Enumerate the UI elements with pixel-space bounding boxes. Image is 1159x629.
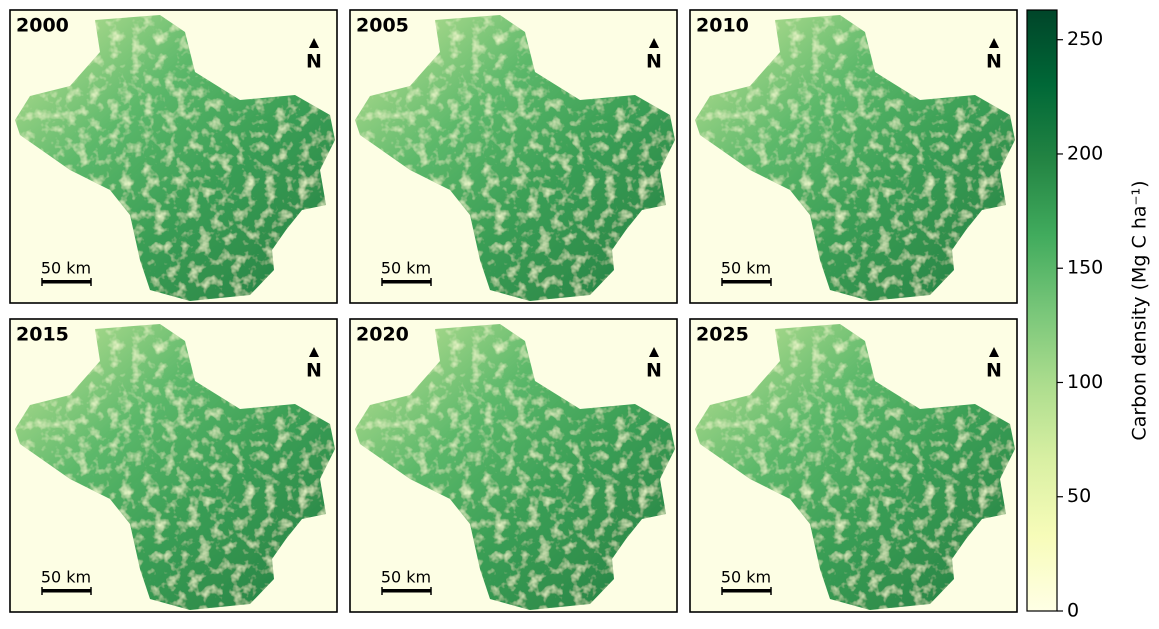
scale-bar: [722, 589, 771, 593]
north-label: N: [306, 360, 322, 382]
north-label: N: [646, 360, 662, 382]
scale-bar: [42, 280, 91, 284]
colorbar-label: Carbon density (Mg C ha⁻¹): [1129, 180, 1151, 440]
colorbar-tick-label: 150: [1067, 257, 1103, 279]
scale-label: 50 km: [381, 568, 431, 587]
panel-frame: [689, 318, 1018, 613]
year-label: 2000: [16, 15, 69, 37]
north-label: N: [646, 51, 662, 73]
scale-label: 50 km: [721, 568, 771, 587]
panel-frame: [349, 318, 678, 613]
scale-bar: [42, 589, 91, 593]
year-label: 2020: [356, 324, 409, 346]
scale-bar: [382, 280, 431, 284]
colorbar-tick-label: 100: [1067, 371, 1103, 393]
colorbar: [1026, 9, 1058, 612]
north-label: N: [986, 51, 1002, 73]
map-panel: 2000 N 50 km: [9, 9, 338, 304]
north-arrow: [649, 38, 659, 48]
map-panel: 2005 N 50 km: [349, 9, 678, 304]
colorbar-tick-label: 0: [1067, 600, 1079, 622]
north-arrow: [649, 347, 659, 357]
north-label: N: [986, 360, 1002, 382]
north-arrow: [989, 38, 999, 48]
scale-bar: [722, 280, 771, 284]
north-arrow: [309, 38, 319, 48]
scale-label: 50 km: [41, 568, 91, 587]
scale-label: 50 km: [721, 259, 771, 278]
map-panel: 2020 N 50 km: [349, 318, 678, 613]
map-panel: 2010 N 50 km: [689, 9, 1018, 304]
panel-frame: [349, 9, 678, 304]
year-label: 2005: [356, 15, 409, 37]
year-label: 2015: [16, 324, 69, 346]
colorbar-tick-label: 50: [1067, 485, 1091, 507]
colorbar-tick-label: 200: [1067, 142, 1103, 164]
scale-label: 50 km: [381, 259, 431, 278]
year-label: 2010: [696, 15, 749, 37]
north-arrow: [989, 347, 999, 357]
north-label: N: [306, 51, 322, 73]
map-panel: 2015 N 50 km: [9, 318, 338, 613]
year-label: 2025: [696, 324, 749, 346]
scale-label: 50 km: [41, 259, 91, 278]
scale-bar: [382, 589, 431, 593]
map-panel: 2025 N 50 km: [689, 318, 1018, 613]
panel-frame: [9, 9, 338, 304]
panel-frame: [689, 9, 1018, 304]
panel-frame: [9, 318, 338, 613]
colorbar-tick-label: 250: [1067, 28, 1103, 50]
north-arrow: [309, 347, 319, 357]
